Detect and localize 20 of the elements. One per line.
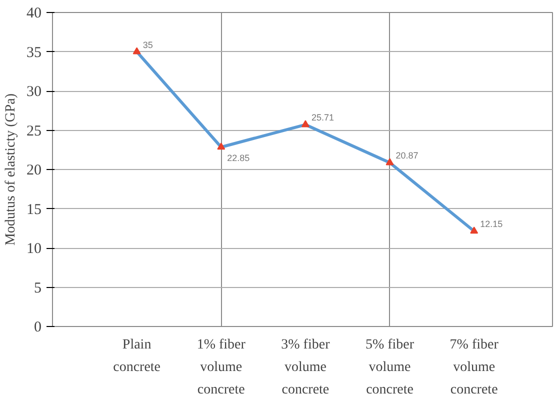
data-label: 20.87: [396, 150, 418, 161]
y-tick-label: 15: [26, 202, 42, 218]
y-tick-label: 35: [26, 44, 42, 61]
x-tick-label: 1% fiber volume concrete: [196, 338, 246, 398]
y-tick-label: 30: [26, 84, 42, 100]
data-label: 35: [142, 40, 153, 50]
y-tick-label: 20: [26, 162, 42, 178]
y-tick-label: 10: [26, 241, 42, 257]
data-label: 25.71: [311, 112, 334, 123]
x-tick-label: Plain concrete: [113, 338, 161, 375]
y-tick-label: 40: [26, 6, 42, 22]
y-tick-label: 5: [34, 280, 42, 296]
data-label: 12.15: [480, 219, 503, 230]
y-tick-label: 0: [34, 320, 42, 336]
y-tick-label: 25: [26, 123, 42, 140]
x-tick-label: 7% fiber volume concrete: [450, 338, 499, 398]
x-tick-label: 3% fiber volume concrete: [281, 338, 330, 398]
data-label: 22.85: [227, 153, 250, 164]
x-tick-label: 5% fiber volume concrete: [365, 338, 414, 398]
y-axis-title: Modutus of elasticty (GPa): [4, 93, 18, 246]
